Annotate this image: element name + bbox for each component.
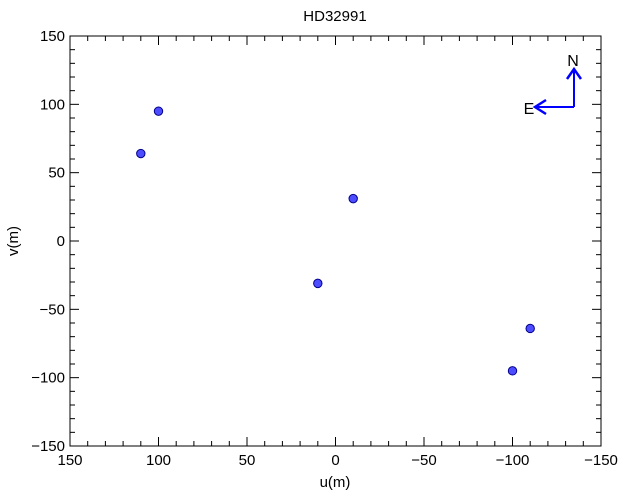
x-tick-label: 100 [146,452,171,469]
x-tick-label: 0 [331,452,339,469]
x-tick-label: −100 [496,452,530,469]
compass-north-arrowhead [565,66,583,80]
data-point [507,366,518,376]
x-tick-label: −50 [411,452,436,469]
y-tick-label: 150 [40,28,65,45]
compass-east-arrowhead [532,98,547,116]
chart-title: HD32991 [303,8,366,25]
x-tick-label: 50 [239,452,256,469]
y-tick-label: −150 [31,438,65,455]
compass-east-label: E [524,101,535,118]
data-point [136,148,146,159]
x-tick-label: 150 [57,452,82,469]
data-point [153,106,164,116]
x-axis-label: u(m) [320,474,351,491]
y-tick-label: −50 [40,301,65,318]
compass: N E [524,53,583,118]
y-tick-label: 0 [57,233,65,250]
y-tick-label: 50 [48,165,65,182]
data-point [348,193,358,204]
y-axis-label: v(m) [5,226,22,256]
data-point [525,323,535,334]
y-tick-label: −100 [31,370,65,387]
x-tick-label: −150 [584,452,618,469]
plot-frame [69,35,602,447]
compass-north-label: N [567,53,579,70]
y-tick-label: 100 [40,96,65,113]
data-point [313,278,323,289]
plot-area: 150 100 50 0 −50 −100 −150 −150 −100 −50 0 50 100 150 [31,28,618,469]
